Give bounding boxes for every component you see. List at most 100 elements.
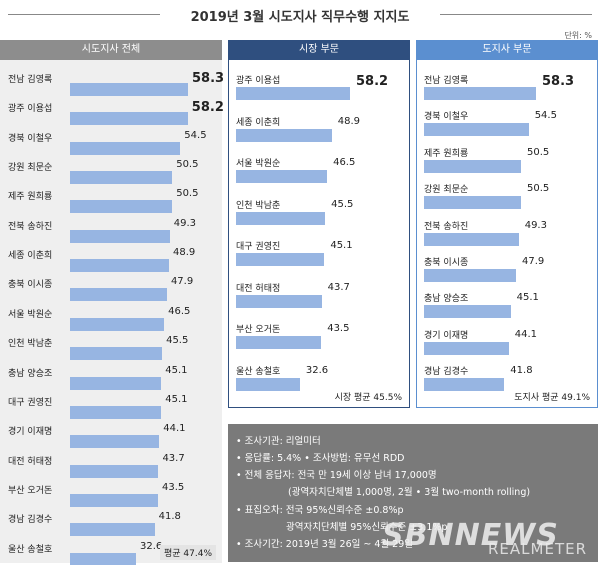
- bar-label: 서울 박원순: [8, 309, 53, 320]
- bar-label: 강원 최문순: [8, 163, 53, 174]
- bar: [70, 493, 159, 507]
- bar: [236, 377, 300, 391]
- note-line: • 조사기관: 리얼미터: [236, 436, 321, 447]
- bar-value-label: 41.8: [158, 511, 181, 523]
- bar-value-label: 50.5: [176, 188, 199, 200]
- survey-notes: • 조사기관: 리얼미터 • 응답률: 5.4% • 조사방법: 유무선 RDD…: [228, 424, 598, 562]
- note-line: • 표집오차: 전국 95%신뢰수준 ±0.8%p: [236, 505, 404, 516]
- bar-value-label: 46.5: [168, 305, 191, 317]
- realmeter-watermark: REALMETER: [488, 540, 587, 558]
- unit-label: 단위: %: [564, 31, 592, 40]
- bar-value-label: 58.2: [356, 74, 389, 89]
- bar-value-label: 49.3: [524, 219, 547, 231]
- bar: [70, 229, 170, 243]
- note-line: (광역자치단체별 1,000명, 2월 • 3월 two-month rolli…: [288, 487, 531, 498]
- bar: [236, 294, 322, 308]
- bar: [236, 336, 322, 349]
- bar-label: 경북 이철우: [8, 133, 53, 144]
- bar: [424, 123, 529, 137]
- bar-value-label: 32.6: [305, 364, 329, 376]
- bar-value-label: 48.9: [172, 247, 196, 259]
- bar-label: 대전 허태정: [8, 456, 53, 467]
- bar-label: 인천 박남춘: [236, 200, 281, 211]
- bar-label: 전북 송하진: [424, 221, 469, 232]
- bar-label: 충북 이시종: [424, 258, 469, 268]
- bar: [424, 196, 521, 210]
- bar-label: 경기 이재명: [424, 330, 469, 341]
- bar-value-label: 43.7: [162, 452, 185, 464]
- bar-value-label: 44.1: [163, 423, 186, 435]
- note-line: • 조사기간: 2019년 3월 26일 ~ 4월 29일: [236, 539, 414, 550]
- bar-value-label: 58.3: [542, 74, 575, 89]
- bar: [424, 87, 536, 100]
- bar-label: 충북 이시종: [8, 280, 53, 291]
- bar-label: 부산 오거돈: [236, 325, 281, 335]
- bar-label: 대전 허태정: [236, 283, 281, 294]
- bar-value-label: 50.5: [527, 183, 550, 195]
- bar-label: 충남 양승조: [8, 368, 53, 379]
- bar: [236, 211, 326, 225]
- bar-label: 충남 양승조: [424, 294, 469, 305]
- bar-value-label: 44.1: [514, 328, 537, 340]
- bar-value-label: 50.5: [527, 146, 550, 158]
- bar-label: 부산 오거돈: [8, 485, 53, 496]
- bar: [236, 170, 328, 183]
- bar: [424, 378, 505, 392]
- bar: [70, 171, 173, 185]
- panel-header-governor: 도지사 부문: [416, 40, 598, 60]
- panel-header-all: 시도지사 전체: [0, 40, 222, 60]
- bar-value-label: 45.5: [166, 335, 189, 347]
- bar-label: 경남 김경수: [8, 515, 53, 526]
- bar-value-label: 58.3: [192, 71, 225, 86]
- bar-label: 제주 원희룡: [424, 148, 469, 159]
- bar-value-label: 45.5: [331, 198, 354, 210]
- title-rule-right: [440, 14, 592, 15]
- bar: [70, 317, 165, 331]
- bar-label: 전북 송하진: [8, 221, 53, 232]
- bar: [70, 347, 163, 361]
- note-line: • 전체 응답자: 전국 만 19세 이상 남녀 17,000명: [236, 470, 437, 481]
- bar-value-label: 45.1: [165, 364, 188, 376]
- bar: [70, 464, 159, 478]
- bar: [424, 159, 521, 173]
- bar-label: 경남 김경수: [424, 367, 469, 378]
- bar: [70, 405, 162, 419]
- bar: [424, 305, 511, 319]
- bar-value-label: 50.5: [176, 159, 199, 171]
- bar-label: 세종 이춘희: [236, 117, 281, 128]
- bar: [424, 341, 509, 355]
- bar-label: 대구 권영진: [8, 397, 53, 408]
- bar: [70, 552, 136, 565]
- bar-value-label: 48.9: [337, 115, 361, 127]
- bar-value-label: 41.8: [510, 365, 533, 377]
- bar: [70, 288, 167, 302]
- bar: [236, 253, 325, 266]
- bar: [236, 128, 332, 142]
- bar: [424, 232, 519, 246]
- bar: [424, 269, 517, 282]
- bar-label: 전남 김영록: [8, 75, 53, 85]
- average-governor: 도지사 평균 49.1%: [514, 393, 590, 403]
- note-line: 광역자치단체별 95%신뢰수준 ±3.1%p: [286, 522, 448, 533]
- bar-label: 강원 최문순: [424, 185, 469, 196]
- bar-value-label: 43.5: [162, 481, 185, 493]
- bar-label: 경북 이철우: [424, 112, 469, 123]
- bar-label: 광주 이용섭: [8, 104, 53, 115]
- bar: [70, 83, 188, 96]
- bar-label: 울산 송철호: [8, 544, 53, 555]
- bar-label: 전남 김영록: [424, 76, 469, 86]
- title-rule-left: [8, 14, 160, 15]
- sbn-news-watermark: SBNNEWS: [382, 518, 559, 553]
- bar-value-label: 32.6: [139, 540, 163, 552]
- bar-label: 울산 송철호: [236, 366, 281, 377]
- bar: [70, 435, 160, 449]
- bar-label: 대구 권영진: [236, 242, 281, 252]
- bar-value-label: 54.5: [184, 129, 207, 141]
- bar: [70, 259, 169, 273]
- bar-label: 경기 이재명: [8, 427, 53, 438]
- bar-value-label: 43.7: [327, 281, 350, 293]
- bar-value-label: 47.9: [170, 276, 194, 288]
- bar-value-label: 45.1: [165, 393, 188, 405]
- bar-value-label: 46.5: [333, 157, 356, 168]
- bar: [70, 200, 173, 214]
